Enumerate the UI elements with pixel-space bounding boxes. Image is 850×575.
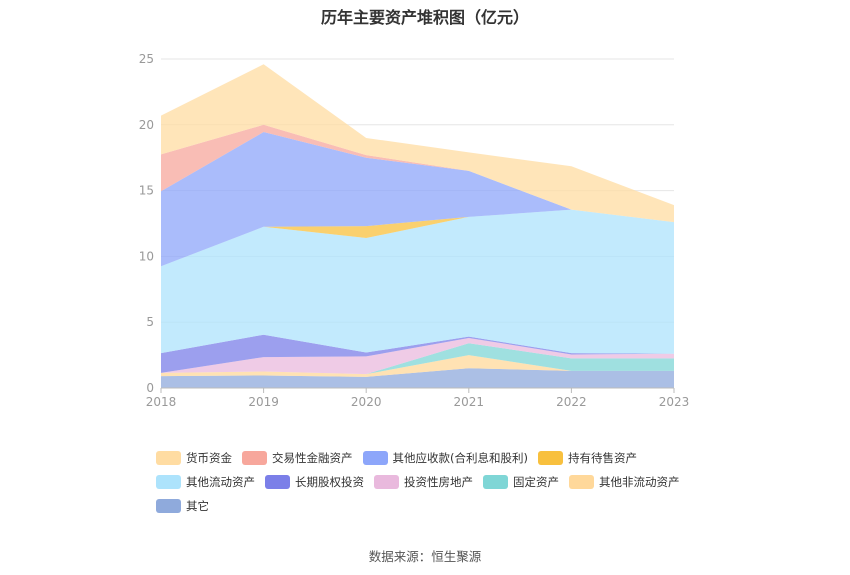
area-series-1 (161, 355, 674, 377)
legend-item[interactable]: 固定资产 (483, 474, 559, 490)
legend-swatch (156, 475, 181, 489)
legend-swatch (374, 475, 399, 489)
y-tick-label: 25 (139, 52, 154, 66)
legend-swatch (265, 475, 290, 489)
y-tick-label: 10 (139, 249, 154, 263)
chart-title: 历年主要资产堆积图（亿元） (320, 8, 529, 27)
legend-item[interactable]: 持有待售资产 (537, 450, 637, 466)
x-tick-label: 2022 (556, 395, 587, 409)
legend-label: 其他非流动资产 (599, 475, 680, 489)
x-tick-label: 2021 (454, 395, 485, 409)
legend-label: 投资性房地产 (404, 475, 473, 489)
source-note: 数据来源：恒生聚源 (368, 549, 482, 564)
legend-item[interactable]: 交易性金融资产 (242, 450, 353, 466)
legend-swatch (156, 499, 181, 513)
legend-label: 固定资产 (513, 475, 559, 489)
legend-label: 交易性金融资产 (272, 451, 353, 465)
x-tick-label: 2019 (248, 395, 279, 409)
legend-swatch (156, 451, 181, 465)
legend-row: 货币资金 交易性金融资产 其他应收款(合利息和股利) 持有待售资产 (156, 446, 716, 470)
x-tick-label: 2020 (351, 395, 382, 409)
area-series-3 (161, 337, 674, 375)
area-series-7 (161, 132, 674, 267)
y-tick-label: 20 (139, 118, 154, 132)
area-series-9 (161, 64, 674, 223)
legend-label: 货币资金 (186, 451, 232, 465)
legend-row: 其它 (156, 494, 716, 518)
legend-item[interactable]: 其它 (156, 498, 209, 514)
legend-label: 持有待售资产 (567, 451, 637, 465)
y-tick-label: 0 (146, 381, 154, 395)
legend-item[interactable]: 其他应收款(合利息和股利) (362, 450, 528, 466)
legend-label: 长期股权投资 (295, 475, 364, 489)
x-tick-label: 2018 (146, 395, 177, 409)
chart-plot: 0 5 10 15 20 25 2018 2019 2020 2021 2022 2023 (139, 52, 690, 409)
legend-swatch (242, 451, 267, 465)
legend-swatch (362, 451, 388, 465)
area-series-2 (161, 343, 674, 375)
area-series-0 (161, 368, 674, 388)
legend-label: 其他应收款(合利息和股利) (392, 451, 528, 465)
legend-row: 其他流动资产 长期股权投资 投资性房地产 固定资产 其他非流动资产 (156, 470, 716, 494)
legend-swatch (537, 451, 563, 465)
legend-item[interactable]: 投资性房地产 (374, 474, 473, 490)
legend-item[interactable]: 其他非流动资产 (569, 474, 680, 490)
legend-item[interactable]: 其他流动资产 (156, 474, 255, 490)
y-tick-label: 15 (139, 184, 154, 198)
legend-swatch (569, 475, 594, 489)
chart-legend: 货币资金 交易性金融资产 其他应收款(合利息和股利) 持有待售资产其他流动资产 长期股权… (156, 446, 716, 518)
legend-swatch (483, 475, 508, 489)
legend-label: 其他流动资产 (186, 475, 255, 489)
legend-item[interactable]: 长期股权投资 (265, 474, 364, 490)
area-series-4 (161, 334, 674, 373)
y-tick-label: 5 (146, 315, 154, 329)
legend-item[interactable]: 货币资金 (156, 450, 232, 466)
area-series-5 (161, 209, 674, 354)
legend-label: 其它 (186, 499, 209, 513)
x-tick-label: 2023 (659, 395, 690, 409)
